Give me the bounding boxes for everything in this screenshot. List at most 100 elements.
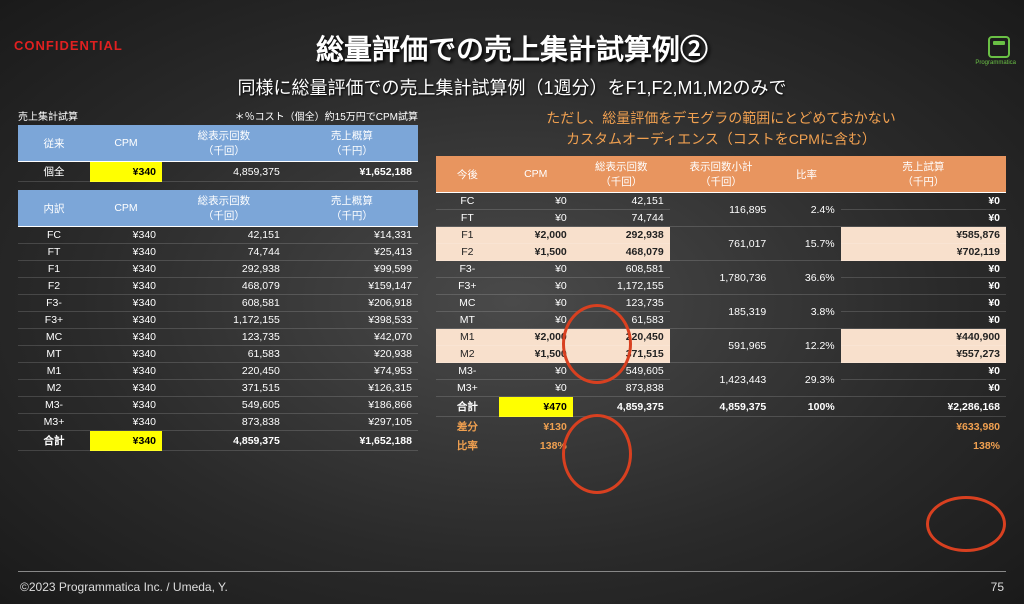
table-cell: ¥0 <box>841 295 1006 312</box>
footer-divider <box>18 571 1006 572</box>
table-cell: F1 <box>18 261 90 278</box>
table-cell: 761,017 <box>670 227 773 261</box>
table-cell: M3+ <box>18 414 90 431</box>
right-note-2: カスタムオーディエンス（コストをCPMに含む） <box>436 129 1006 150</box>
left-note-detail: ＊％コスト（個全）約15万円でCPM試算 <box>235 108 418 123</box>
th-conventional: 従来 <box>18 125 90 162</box>
table-cell: ¥340 <box>90 414 162 431</box>
logo-label: Programmatica <box>975 60 1016 66</box>
table-cell: ¥42,070 <box>286 329 418 346</box>
left-table-summary: 従来 CPM 総表示回数（千回） 売上概算（千円） 個全 ¥340 4,859,… <box>18 125 418 182</box>
table-cell: F2 <box>436 244 499 261</box>
table-cell: 74,744 <box>573 210 670 227</box>
highlight-circle-3 <box>926 496 1006 552</box>
table-cell: 549,605 <box>162 397 286 414</box>
th-revenue: 売上概算（千円） <box>286 125 418 162</box>
table-cell: MT <box>436 312 499 329</box>
left-sum-label: 合計 <box>18 431 90 451</box>
table-cell: M2 <box>436 346 499 363</box>
table-cell: ¥0 <box>841 210 1006 227</box>
left-panel: 売上集計試算 ＊％コスト（個全）約15万円でCPM試算 従来 CPM 総表示回数… <box>18 108 418 455</box>
table-cell: ¥186,866 <box>286 397 418 414</box>
table-cell: ¥0 <box>841 380 1006 397</box>
table-cell: ¥585,876 <box>841 227 1006 244</box>
table-cell: ¥126,315 <box>286 380 418 397</box>
table-cell: 15.7% <box>772 227 840 261</box>
th-imp2: 総表示回数（千回） <box>162 190 286 227</box>
table-cell: 1,172,155 <box>162 312 286 329</box>
table-cell: M2 <box>18 380 90 397</box>
left-note-label: 売上集計試算 <box>18 108 78 123</box>
table-cell: 220,450 <box>573 329 670 346</box>
confidential-label: CONFIDENTIAL <box>14 38 123 53</box>
table-cell: 608,581 <box>162 295 286 312</box>
table-cell: MC <box>436 295 499 312</box>
table-cell: 220,450 <box>162 363 286 380</box>
th-future: 今後 <box>436 156 499 193</box>
left-sum-imp: 4,859,375 <box>162 431 286 451</box>
table-cell: 468,079 <box>162 278 286 295</box>
table-cell: ¥0 <box>841 363 1006 380</box>
table-cell: ¥0 <box>499 278 573 295</box>
table-cell: 873,838 <box>162 414 286 431</box>
table-cell: 185,319 <box>670 295 773 329</box>
table-cell: 1,780,736 <box>670 261 773 295</box>
left-sum-rev: ¥1,652,188 <box>286 431 418 451</box>
right-panel: ただし、総量評価をデモグラの範囲にとどめておかない カスタムオーディエンス（コス… <box>436 108 1006 455</box>
logo-icon <box>988 36 1010 58</box>
table-cell: ¥440,900 <box>841 329 1006 346</box>
ratio-rev: 138% <box>841 436 1006 455</box>
table-cell: F3- <box>436 261 499 278</box>
table-cell: ¥0 <box>499 210 573 227</box>
diff-label: 差分 <box>436 417 499 437</box>
table-cell: FT <box>18 244 90 261</box>
table-cell: ¥702,119 <box>841 244 1006 261</box>
table-cell: F3- <box>18 295 90 312</box>
table-cell: ¥206,918 <box>286 295 418 312</box>
table-cell: ¥340 <box>90 244 162 261</box>
table-cell: 74,744 <box>162 244 286 261</box>
table-cell: 36.6% <box>772 261 840 295</box>
diff-rev: ¥633,980 <box>841 417 1006 437</box>
table-cell: M3+ <box>436 380 499 397</box>
table-cell: ¥0 <box>499 261 573 278</box>
table-cell: ¥0 <box>499 312 573 329</box>
table-cell: 1,172,155 <box>573 278 670 295</box>
table-cell: ¥2,000 <box>499 329 573 346</box>
right-note-1: ただし、総量評価をデモグラの範囲にとどめておかない <box>436 108 1006 129</box>
table-cell: 42,151 <box>162 227 286 244</box>
th-cpm: CPM <box>90 125 162 162</box>
table-cell: ¥340 <box>90 312 162 329</box>
table-cell: ¥99,599 <box>286 261 418 278</box>
table-cell: ¥0 <box>841 312 1006 329</box>
footer-page-number: 75 <box>991 580 1004 594</box>
table-cell: ¥14,331 <box>286 227 418 244</box>
table-cell: ¥557,273 <box>841 346 1006 363</box>
table-cell: M1 <box>18 363 90 380</box>
r-sum-rev: ¥2,286,168 <box>841 397 1006 417</box>
table-cell: M3- <box>18 397 90 414</box>
table-cell: ¥297,105 <box>286 414 418 431</box>
r-sum-cpm: ¥470 <box>499 397 573 417</box>
page-title: 総量評価での売上集計試算例② <box>0 28 1024 68</box>
th-rev2: 売上概算（千円） <box>286 190 418 227</box>
table-cell: 549,605 <box>573 363 670 380</box>
table-cell: 3.8% <box>772 295 840 329</box>
table-cell: M1 <box>436 329 499 346</box>
table-cell: ¥398,533 <box>286 312 418 329</box>
table-cell: ¥340 <box>90 278 162 295</box>
table-cell: ¥0 <box>499 363 573 380</box>
table-cell: FC <box>436 193 499 210</box>
table-cell: 371,515 <box>573 346 670 363</box>
table-cell: 12.2% <box>772 329 840 363</box>
table-cell: 116,895 <box>670 193 773 227</box>
table-cell: ¥0 <box>841 261 1006 278</box>
table-cell: F3+ <box>436 278 499 295</box>
table-cell: 292,938 <box>573 227 670 244</box>
table-cell: ¥2,000 <box>499 227 573 244</box>
table-cell: ¥340 <box>90 363 162 380</box>
r-sum-label: 合計 <box>436 397 499 417</box>
cell-all-label: 個全 <box>18 162 90 182</box>
table-cell: ¥340 <box>90 227 162 244</box>
footer-copyright: ©2023 Programmatica Inc. / Umeda, Y. <box>20 580 228 594</box>
